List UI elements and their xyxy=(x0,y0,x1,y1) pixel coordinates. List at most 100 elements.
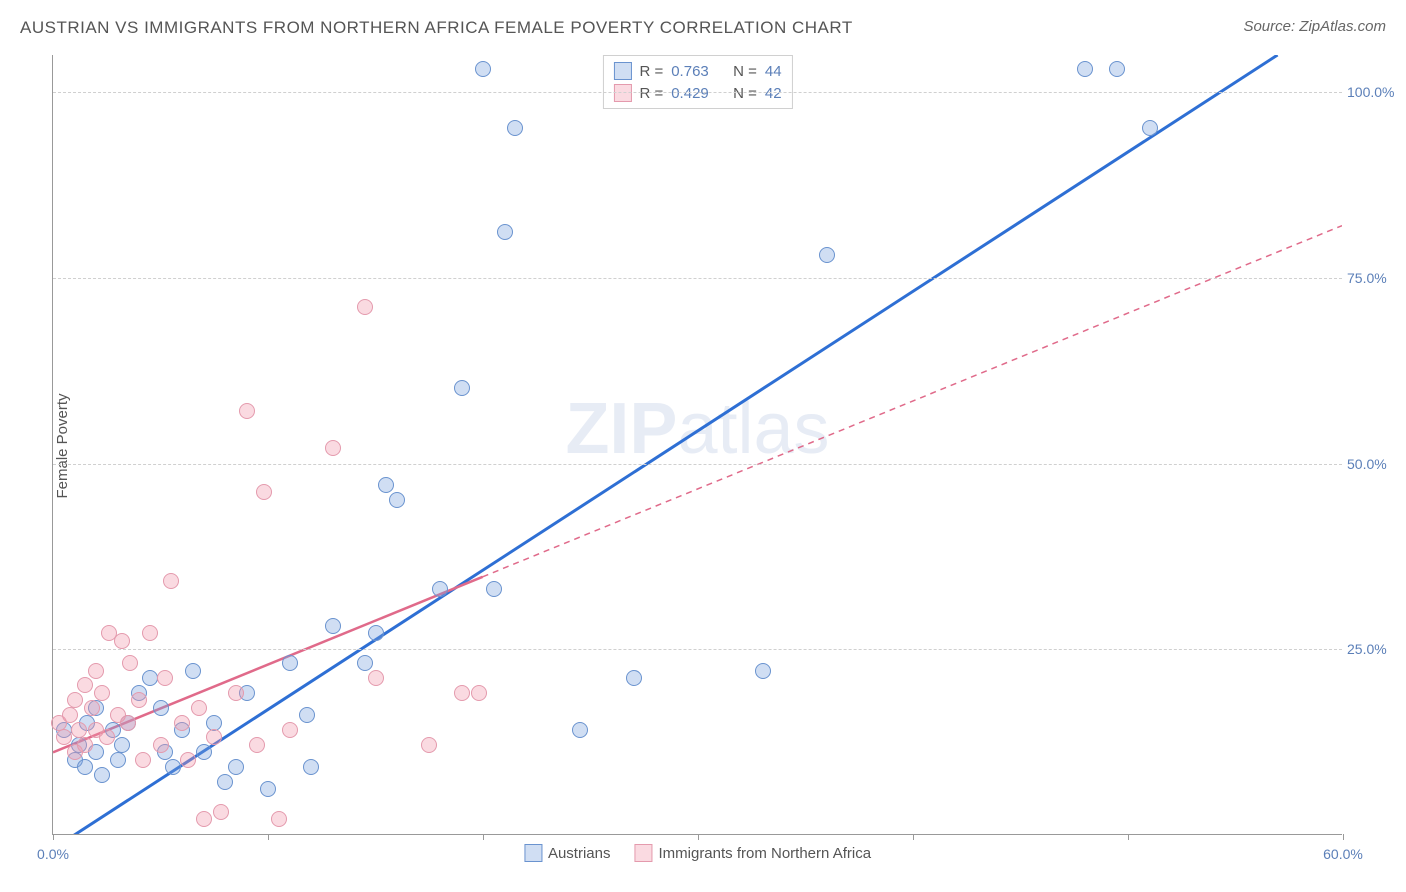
source-attribution: Source: ZipAtlas.com xyxy=(1243,18,1386,35)
scatter-point xyxy=(157,670,173,686)
y-tick-label: 25.0% xyxy=(1347,641,1402,657)
scatter-point xyxy=(84,700,100,716)
scatter-point xyxy=(131,692,147,708)
legend-swatch xyxy=(634,844,652,862)
scatter-point xyxy=(114,633,130,649)
scatter-point xyxy=(120,715,136,731)
scatter-point xyxy=(114,737,130,753)
scatter-point xyxy=(196,744,212,760)
scatter-point xyxy=(357,299,373,315)
y-tick-label: 75.0% xyxy=(1347,270,1402,286)
scatter-point xyxy=(1142,120,1158,136)
chart-title: AUSTRIAN VS IMMIGRANTS FROM NORTHERN AFR… xyxy=(20,18,853,38)
x-tick-label: 0.0% xyxy=(37,846,69,862)
scatter-point xyxy=(249,737,265,753)
scatter-point xyxy=(303,759,319,775)
plot-area: ZIPatlas R =0.763 N =44R =0.429 N =42 Au… xyxy=(52,55,1342,835)
watermark: ZIPatlas xyxy=(565,388,829,470)
x-tick xyxy=(913,834,914,840)
scatter-point xyxy=(77,759,93,775)
scatter-point xyxy=(56,729,72,745)
y-tick-label: 100.0% xyxy=(1347,84,1402,100)
scatter-point xyxy=(180,752,196,768)
scatter-point xyxy=(357,655,373,671)
scatter-point xyxy=(163,573,179,589)
scatter-point xyxy=(454,380,470,396)
scatter-point xyxy=(228,685,244,701)
scatter-point xyxy=(282,722,298,738)
scatter-point xyxy=(122,655,138,671)
scatter-point xyxy=(71,722,87,738)
scatter-point xyxy=(389,492,405,508)
scatter-point xyxy=(94,685,110,701)
scatter-point xyxy=(185,663,201,679)
scatter-point xyxy=(271,811,287,827)
scatter-point xyxy=(191,700,207,716)
scatter-point xyxy=(110,752,126,768)
scatter-point xyxy=(471,685,487,701)
legend-label: Austrians xyxy=(548,845,611,862)
trend-lines-svg xyxy=(53,55,1342,834)
scatter-point xyxy=(432,581,448,597)
scatter-point xyxy=(239,403,255,419)
legend-label: Immigrants from Northern Africa xyxy=(658,845,871,862)
scatter-point xyxy=(165,759,181,775)
scatter-point xyxy=(368,670,384,686)
scatter-point xyxy=(228,759,244,775)
gridline xyxy=(53,464,1342,465)
legend-swatch xyxy=(613,62,631,80)
x-tick xyxy=(268,834,269,840)
scatter-point xyxy=(77,677,93,693)
x-tick xyxy=(698,834,699,840)
scatter-point xyxy=(206,729,222,745)
scatter-point xyxy=(77,737,93,753)
scatter-point xyxy=(213,804,229,820)
legend-swatch xyxy=(524,844,542,862)
legend-item: Austrians xyxy=(524,844,611,862)
scatter-point xyxy=(142,670,158,686)
scatter-point xyxy=(62,707,78,723)
scatter-point xyxy=(378,477,394,493)
scatter-point xyxy=(142,625,158,641)
scatter-point xyxy=(174,715,190,731)
scatter-point xyxy=(260,781,276,797)
scatter-point xyxy=(206,715,222,731)
scatter-point xyxy=(99,729,115,745)
scatter-point xyxy=(325,440,341,456)
series-legend: Austrians Immigrants from Northern Africa xyxy=(524,844,871,862)
scatter-point xyxy=(454,685,470,701)
scatter-point xyxy=(256,484,272,500)
scatter-point xyxy=(421,737,437,753)
chart-container: AUSTRIAN VS IMMIGRANTS FROM NORTHERN AFR… xyxy=(0,0,1406,892)
scatter-point xyxy=(217,774,233,790)
scatter-point xyxy=(507,120,523,136)
scatter-point xyxy=(88,663,104,679)
scatter-point xyxy=(572,722,588,738)
scatter-point xyxy=(67,692,83,708)
gridline xyxy=(53,649,1342,650)
correlation-legend: R =0.763 N =44R =0.429 N =42 xyxy=(602,55,792,109)
legend-item: Immigrants from Northern Africa xyxy=(634,844,871,862)
scatter-point xyxy=(282,655,298,671)
scatter-point xyxy=(1077,61,1093,77)
scatter-point xyxy=(153,737,169,753)
scatter-point xyxy=(196,811,212,827)
scatter-point xyxy=(475,61,491,77)
x-tick xyxy=(1343,834,1344,840)
x-tick xyxy=(1128,834,1129,840)
scatter-point xyxy=(299,707,315,723)
gridline xyxy=(53,92,1342,93)
scatter-point xyxy=(368,625,384,641)
scatter-point xyxy=(819,247,835,263)
scatter-point xyxy=(755,663,771,679)
x-tick xyxy=(53,834,54,840)
scatter-point xyxy=(626,670,642,686)
scatter-point xyxy=(94,767,110,783)
scatter-point xyxy=(486,581,502,597)
scatter-point xyxy=(1109,61,1125,77)
scatter-point xyxy=(325,618,341,634)
scatter-point xyxy=(497,224,513,240)
x-tick-label: 60.0% xyxy=(1323,846,1363,862)
legend-row: R =0.763 N =44 xyxy=(613,60,781,82)
gridline xyxy=(53,278,1342,279)
